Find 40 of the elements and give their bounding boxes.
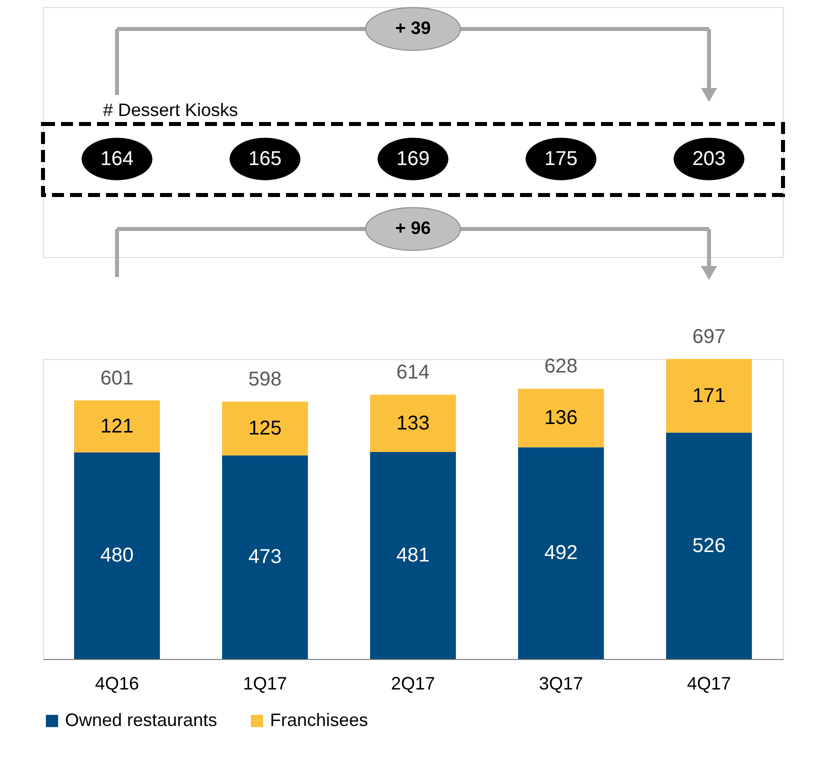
bar: [666, 432, 752, 659]
bar: [518, 447, 604, 659]
bar: [370, 452, 456, 659]
data-label: 492: [544, 542, 578, 564]
data-label: 480: [100, 544, 134, 567]
text: + 39: [395, 18, 431, 38]
x-tick-label: 3Q17: [538, 674, 584, 694]
text: 164: [100, 148, 134, 170]
text: 169: [396, 148, 430, 170]
text: 175: [544, 148, 578, 170]
data-label: 121: [100, 415, 134, 438]
total-label: 598: [248, 368, 282, 391]
bar: [666, 359, 752, 433]
bar: [222, 455, 308, 659]
x-tick-label: 4Q16: [94, 674, 140, 694]
data-label: 473: [248, 546, 282, 568]
data-label: 136: [544, 406, 578, 429]
text: 165: [248, 148, 282, 170]
text: 203: [692, 148, 726, 170]
bar: [74, 452, 160, 659]
data-label: 526: [692, 534, 726, 557]
bar: [222, 402, 308, 456]
total-label: 614: [396, 362, 430, 384]
legend-label: Franchisees: [270, 710, 368, 730]
data-label: 125: [248, 418, 282, 440]
total-label: 601: [100, 367, 134, 390]
data-label: 171: [692, 384, 726, 407]
text: + 96: [395, 218, 431, 238]
data-label: 481: [396, 544, 430, 566]
text: # Dessert Kiosks: [103, 100, 238, 120]
x-tick-label: 1Q17: [242, 674, 288, 694]
data-label: 133: [396, 412, 430, 434]
x-tick-label: 4Q17: [686, 674, 732, 694]
total-label: 697: [692, 326, 726, 348]
bar: [518, 388, 604, 448]
x-tick-label: 2Q17: [390, 674, 436, 694]
bar: [74, 400, 160, 452]
total-label: 628: [544, 356, 578, 378]
legend-label: Owned restaurants: [65, 710, 218, 730]
bar: [370, 394, 456, 452]
